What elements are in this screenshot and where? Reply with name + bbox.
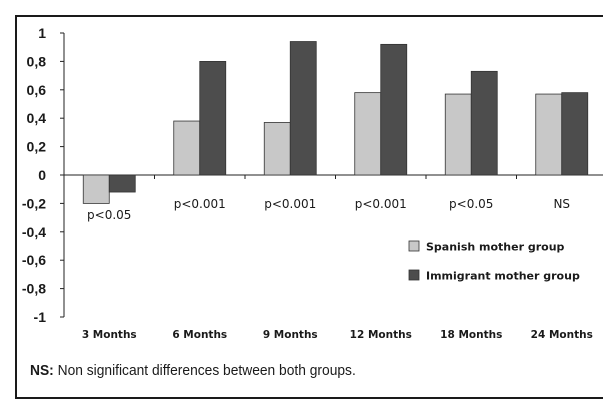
footnote-text: Non significant differences between both… — [53, 362, 356, 379]
bar-immigrant-2 — [199, 61, 227, 176]
y-tick-label: -0,4 — [22, 224, 46, 240]
footnote-label: NS: — [30, 362, 54, 379]
y-tick-label: 0,2 — [27, 139, 47, 155]
y-tick-label: -1 — [34, 309, 47, 325]
y-tick-label: 0,6 — [27, 82, 47, 98]
y-tick-label: 0 — [38, 167, 46, 183]
bar-spanish-1 — [82, 174, 110, 204]
y-tick-label: -0,2 — [22, 195, 46, 211]
bar-spanish-4 — [354, 92, 382, 176]
legend-label-immigrant: Immigrant mother group — [426, 270, 580, 283]
bar-spanish-5 — [444, 93, 472, 176]
p-value-label: p<0.001 — [264, 197, 316, 211]
p-value-label: p<0.05 — [87, 208, 131, 222]
y-tick-label: -0,8 — [22, 281, 46, 297]
x-tick-label: 18 Months — [440, 329, 502, 341]
x-tick-label: 12 Months — [350, 329, 412, 341]
y-tick-label: 1 — [38, 25, 46, 41]
footnote: NS: Non significant differences between … — [30, 362, 356, 379]
p-value-label: p<0.001 — [174, 197, 226, 211]
legend-swatch-spanish — [408, 240, 420, 252]
x-tick-label: 6 Months — [172, 329, 227, 341]
bar-spanish-3 — [263, 122, 291, 176]
bar-spanish-6 — [535, 93, 563, 176]
x-tick-label: 9 Months — [263, 329, 318, 341]
bar-immigrant-3 — [289, 41, 317, 176]
legend-swatch-immigrant — [408, 269, 420, 281]
x-tick-label: 24 Months — [531, 329, 593, 341]
p-value-label: NS — [553, 197, 570, 211]
bar-immigrant-5 — [470, 70, 498, 176]
p-value-label: p<0.001 — [355, 197, 407, 211]
legend-label-spanish: Spanish mother group — [426, 241, 565, 254]
bar-immigrant-4 — [380, 43, 408, 176]
y-tick-label: 0,8 — [27, 53, 47, 69]
x-tick-label: 3 Months — [82, 329, 137, 341]
y-tick-label: -0,6 — [22, 252, 46, 268]
bar-spanish-2 — [173, 120, 201, 176]
bar-immigrant-6 — [561, 92, 589, 176]
p-value-label: p<0.05 — [449, 197, 493, 211]
y-tick-label: 0,4 — [27, 110, 47, 126]
bar-immigrant-1 — [108, 174, 136, 193]
